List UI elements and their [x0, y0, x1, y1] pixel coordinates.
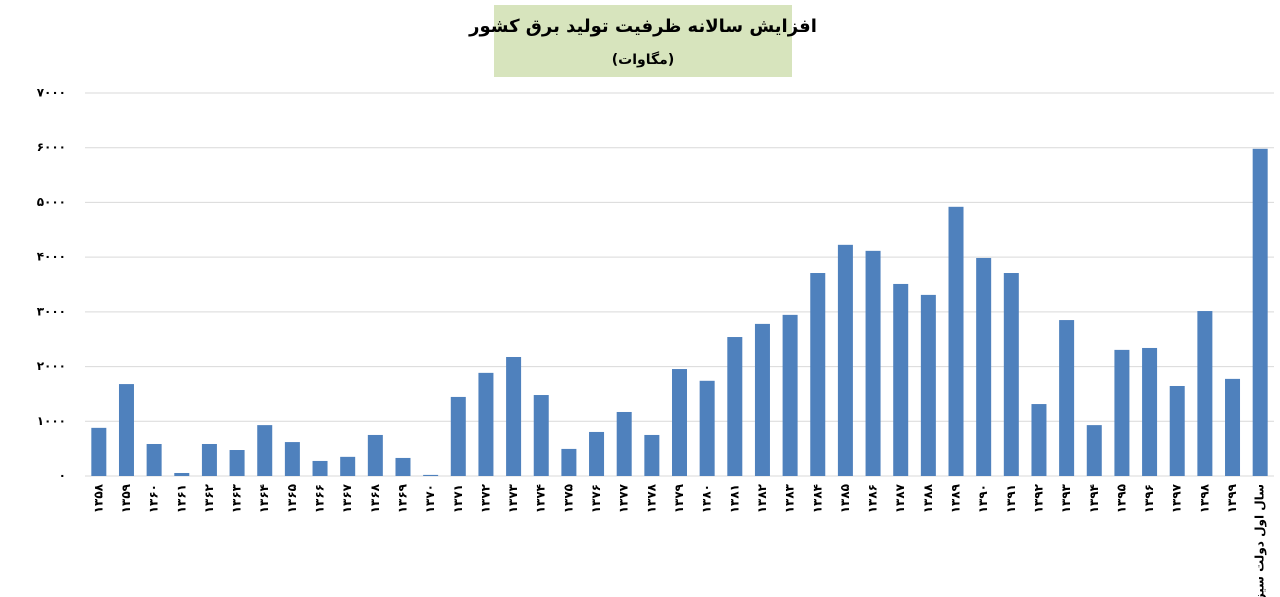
bar [672, 369, 687, 476]
bar [340, 456, 356, 476]
bar [257, 425, 273, 476]
y-tick-label: ۳۰۰۰ [37, 304, 66, 318]
bar [478, 372, 494, 476]
bar [948, 206, 964, 476]
x-tick-label: ۱۳۹۳ [1059, 483, 1073, 513]
x-tick-label: ۱۳۷۷ [617, 483, 631, 513]
bar [644, 434, 660, 476]
y-tick-label: ۰ [59, 469, 66, 483]
y-tick-label: ۵۰۰۰ [37, 195, 66, 209]
y-tick-label: ۲۰۰۰ [37, 359, 66, 373]
x-tick-label: ۱۳۹۵ [1114, 484, 1128, 513]
x-tick-label: ۱۳۹۶ [1142, 484, 1156, 513]
x-tick-label: ۱۳۹۹ [1225, 483, 1239, 513]
bar [782, 314, 798, 476]
bar [1252, 148, 1268, 476]
bar [423, 474, 439, 476]
bar [146, 443, 162, 476]
x-tick-label: ۱۳۶۷ [340, 483, 354, 513]
bar [589, 431, 605, 476]
x-tick-label: ۱۳۷۶ [589, 484, 603, 513]
chart-title: افزایش سالانه ظرفیت تولید برق کشور [468, 16, 817, 37]
bar [506, 356, 522, 476]
bar [837, 244, 853, 476]
x-tick-label: ۱۳۹۴ [1087, 484, 1101, 513]
bar [229, 450, 245, 476]
bar [810, 273, 826, 476]
x-tick-label: ۱۳۶۹ [395, 483, 409, 513]
bar [1197, 311, 1213, 476]
x-tick-label: ۱۳۸۱ [727, 484, 741, 513]
x-tick-label: ۱۳۹۲ [1031, 483, 1045, 513]
bar [91, 427, 107, 476]
y-tick-label: ۱۰۰۰ [37, 414, 66, 428]
x-tick-label: سال اول دولت سیزدهم [1253, 484, 1268, 597]
x-tick-label: ۱۳۷۵ [561, 484, 575, 513]
x-tick-label: ۱۳۸۳ [783, 483, 797, 513]
bar [1003, 273, 1019, 476]
y-tick-label: ۴۰۰۰ [37, 250, 66, 264]
title-box [494, 5, 792, 77]
bar [533, 395, 549, 476]
x-tick-label: ۱۳۹۸ [1197, 483, 1211, 513]
bar [1059, 320, 1075, 476]
bar [284, 442, 300, 476]
x-tick-label: ۱۳۶۳ [230, 483, 244, 513]
bar [1114, 349, 1130, 476]
bar [976, 257, 992, 476]
x-tick-label: ۱۳۶۱ [174, 484, 188, 513]
x-tick-label: ۱۳۷۱ [451, 484, 465, 513]
x-tick-label: ۱۳۵۹ [119, 483, 133, 513]
bar [1169, 385, 1185, 476]
bar [920, 294, 936, 476]
bar [1142, 347, 1158, 476]
x-tick-label: ۱۳۶۲ [202, 483, 216, 513]
x-tick-label: ۱۳۷۳ [506, 483, 520, 513]
x-tick-label: ۱۳۹۱ [1004, 484, 1018, 513]
bar [893, 283, 909, 476]
bar [395, 457, 411, 476]
x-tick-label: ۱۳۶۸ [368, 483, 382, 513]
bar [1031, 404, 1047, 476]
bar [174, 472, 190, 476]
x-tick-label: ۱۳۷۸ [644, 483, 658, 513]
chart-subtitle: (مگاوات) [612, 51, 674, 68]
x-tick-label: ۱۳۹۰ [976, 484, 990, 513]
x-tick-label: ۱۳۶۶ [313, 484, 327, 513]
x-tick-label: ۱۳۸۶ [866, 484, 880, 513]
x-tick-label: ۱۳۸۰ [700, 484, 714, 513]
x-tick-label: ۱۳۸۷ [893, 483, 907, 513]
x-tick-label: ۱۳۶۰ [147, 484, 161, 513]
x-tick-label: ۱۳۷۰ [423, 484, 437, 513]
x-tick-label: ۱۳۵۸ [91, 483, 105, 513]
x-tick-label: ۱۳۸۲ [755, 483, 769, 513]
x-tick-label: ۱۳۸۵ [838, 484, 852, 513]
x-tick-label: ۱۳۶۴ [257, 484, 271, 513]
bar [312, 460, 328, 476]
bar [727, 337, 743, 476]
bar [118, 384, 134, 476]
bar [367, 434, 383, 476]
x-tick-label: ۱۳۸۹ [949, 483, 963, 513]
x-tick-label: ۱۳۷۲ [478, 483, 492, 513]
x-tick-label: ۱۳۷۹ [672, 483, 686, 513]
x-tick-label: ۱۳۷۴ [534, 484, 548, 513]
bar [865, 250, 881, 476]
y-tick-label: ۷۰۰۰ [37, 86, 66, 100]
x-tick-label: ۱۳۶۵ [285, 484, 299, 513]
bar [450, 396, 466, 476]
bar [616, 411, 632, 476]
bar [561, 448, 577, 476]
bar [1225, 378, 1241, 476]
bar [1086, 425, 1102, 476]
bar [754, 323, 770, 476]
bar [699, 380, 715, 476]
bar [201, 443, 217, 476]
y-tick-label: ۶۰۰۰ [37, 140, 66, 154]
x-tick-label: ۱۳۸۸ [921, 483, 935, 513]
x-tick-label: ۱۳۹۷ [1170, 483, 1184, 513]
x-tick-label: ۱۳۸۴ [810, 484, 824, 513]
